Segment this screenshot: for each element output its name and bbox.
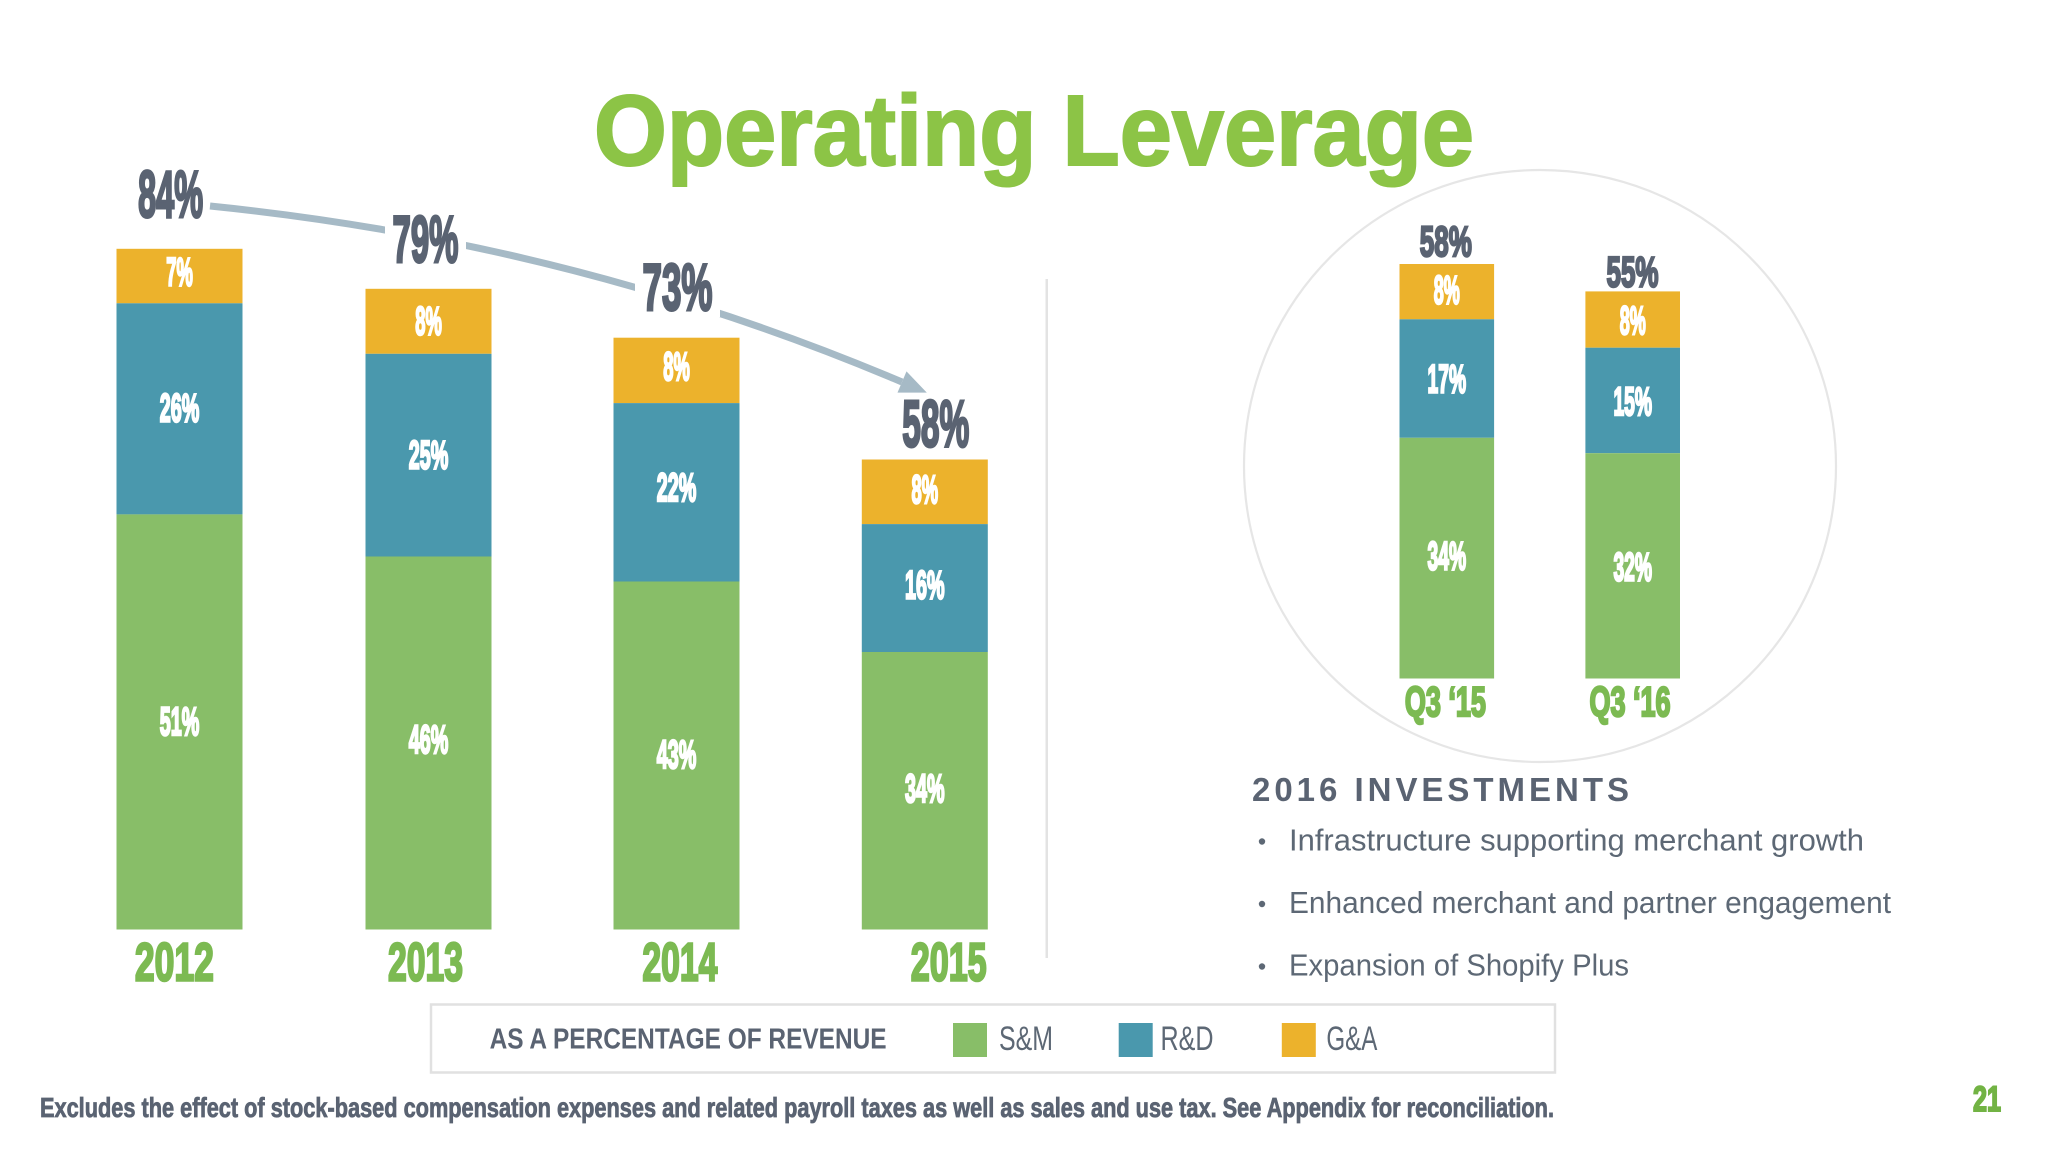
- svg-text:Enhanced merchant and partner: Enhanced merchant and partner engagement: [1289, 885, 1891, 920]
- svg-text:32%: 32%: [1613, 545, 1652, 589]
- svg-text:2016 INVESTMENTS: 2016 INVESTMENTS: [1252, 771, 1629, 808]
- svg-text:Q3 ‘16: Q3 ‘16: [1590, 678, 1671, 725]
- svg-text:58%: 58%: [902, 387, 969, 461]
- svg-text:46%: 46%: [409, 718, 449, 762]
- svg-text:G&A: G&A: [1326, 1020, 1377, 1058]
- svg-text:Expansion of Shopify Plus: Expansion of Shopify Plus: [1289, 948, 1629, 983]
- svg-text:51%: 51%: [160, 700, 200, 744]
- svg-text:15%: 15%: [1613, 380, 1652, 424]
- svg-text:2013: 2013: [388, 933, 463, 993]
- svg-text:84%: 84%: [138, 157, 203, 231]
- svg-text:79%: 79%: [393, 202, 459, 276]
- svg-text:58%: 58%: [1420, 218, 1472, 266]
- svg-text:8%: 8%: [663, 345, 690, 389]
- svg-text:8%: 8%: [1620, 299, 1646, 343]
- svg-text:26%: 26%: [160, 386, 200, 430]
- svg-text:Operating Leverage: Operating Leverage: [594, 75, 1474, 187]
- svg-text:S&M: S&M: [999, 1020, 1053, 1058]
- svg-text:43%: 43%: [657, 733, 697, 777]
- svg-text:8%: 8%: [912, 468, 939, 512]
- svg-text:73%: 73%: [643, 250, 713, 324]
- svg-text:R&D: R&D: [1161, 1020, 1214, 1058]
- svg-text:2012: 2012: [135, 933, 214, 993]
- svg-text:AS A PERCENTAGE OF REVENUE: AS A PERCENTAGE OF REVENUE: [490, 1023, 887, 1055]
- svg-text:8%: 8%: [415, 300, 442, 344]
- svg-text:Excludes the effect of stock-b: Excludes the effect of stock-based compe…: [40, 1092, 1554, 1123]
- svg-text:Infrastructure supporting merc: Infrastructure supporting merchant growt…: [1289, 823, 1864, 858]
- svg-text:34%: 34%: [1428, 535, 1467, 579]
- svg-text:7%: 7%: [166, 250, 193, 294]
- svg-text:25%: 25%: [409, 433, 449, 477]
- svg-text:Q3 ‘15: Q3 ‘15: [1405, 678, 1486, 725]
- svg-text:21: 21: [1973, 1080, 2001, 1119]
- svg-text:2015: 2015: [911, 933, 987, 993]
- svg-text:8%: 8%: [1434, 269, 1460, 313]
- svg-text:17%: 17%: [1428, 358, 1467, 402]
- svg-text:16%: 16%: [905, 563, 945, 607]
- svg-text:34%: 34%: [905, 767, 945, 811]
- svg-text:55%: 55%: [1607, 248, 1659, 296]
- svg-text:2014: 2014: [642, 933, 717, 993]
- svg-text:22%: 22%: [657, 466, 697, 510]
